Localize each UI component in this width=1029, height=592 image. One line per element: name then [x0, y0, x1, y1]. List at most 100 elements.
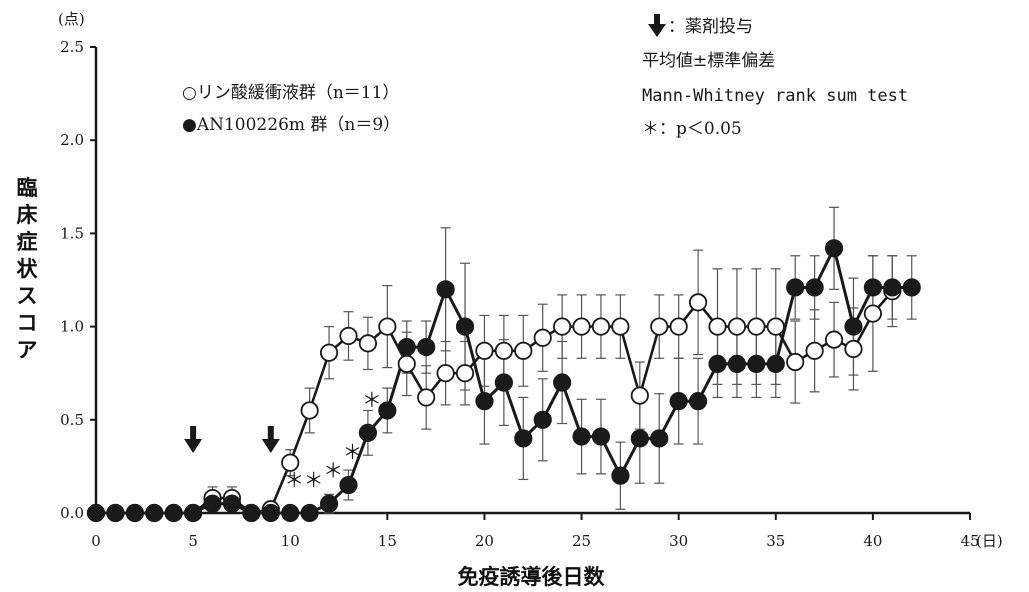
- data-point-open: [766, 317, 785, 336]
- data-point-filled: [591, 427, 611, 446]
- data-point-filled: [747, 354, 766, 373]
- data-point-filled: [261, 503, 280, 523]
- dosing-arrow-icon: [184, 426, 203, 453]
- note-arrow-icon: [648, 14, 666, 37]
- data-point-open: [300, 401, 319, 420]
- data-point-filled: [883, 278, 902, 297]
- data-point-filled: [533, 410, 552, 429]
- data-point-filled: [494, 373, 513, 392]
- data-point-open: [688, 293, 708, 312]
- data-point-open: [397, 354, 416, 373]
- y-tick-label: 1.5: [60, 224, 84, 242]
- data-point-filled: [863, 278, 882, 297]
- data-point-open: [436, 364, 455, 383]
- data-point-filled: [669, 392, 688, 411]
- data-point-open: [786, 352, 805, 372]
- note-significance: ＊：p＜0.05: [642, 119, 742, 139]
- data-point-filled: [708, 354, 727, 373]
- x-axis-title: 免疫誘導後日数: [458, 565, 606, 589]
- y-tick-label: 1.0: [60, 318, 84, 336]
- data-point-open: [708, 317, 727, 336]
- data-point-filled: [650, 429, 669, 448]
- data-point-filled: [203, 494, 222, 513]
- data-point-open: [339, 326, 358, 346]
- data-point-open: [824, 330, 844, 349]
- data-point-open: [494, 341, 513, 360]
- x-tick-label: 10: [281, 532, 300, 550]
- x-tick-label: 0: [91, 532, 101, 550]
- y-tick-label: 0.0: [60, 504, 84, 522]
- legend-entry-filled: ●AN100226m 群（n＝9）: [182, 115, 400, 135]
- data-point-open: [417, 388, 436, 407]
- x-tick-label: 40: [863, 532, 882, 550]
- data-point-filled: [242, 503, 261, 523]
- data-point-open: [727, 317, 747, 336]
- x-tick-label: 35: [766, 532, 785, 550]
- y-unit-label: (点): [58, 10, 85, 28]
- data-point-open: [572, 317, 591, 336]
- data-point-open: [669, 317, 688, 336]
- data-point-filled: [358, 423, 378, 442]
- data-point-open: [553, 317, 572, 336]
- data-point-filled: [86, 503, 106, 523]
- significance-star: ＊: [342, 440, 362, 464]
- data-point-filled: [805, 278, 824, 297]
- data-point-filled: [572, 427, 591, 446]
- data-point-filled: [145, 503, 164, 523]
- note-test-name: Mann-Whitney rank sum test: [642, 86, 908, 106]
- significance-star: ＊: [362, 388, 382, 412]
- data-point-open: [630, 386, 649, 405]
- data-point-filled: [184, 503, 203, 523]
- data-point-filled: [766, 354, 785, 373]
- note-mean-sd: 平均値±標準偏差: [642, 51, 775, 71]
- x-axis-ticks: 0 5 10 15 20 25 30 35 40 45: [91, 513, 980, 550]
- data-point-filled: [417, 338, 436, 357]
- x-tick-label: 30: [669, 532, 688, 550]
- data-point-filled: [222, 494, 242, 513]
- x-tick-label: 45: [960, 532, 979, 550]
- dosing-arrows: [184, 426, 280, 453]
- dosing-arrow-icon: [261, 426, 280, 453]
- note-dosing: ：薬剤投与: [668, 17, 753, 37]
- significance-star: ＊: [284, 468, 304, 492]
- data-point-filled: [553, 373, 572, 392]
- data-point-open: [378, 317, 397, 336]
- data-point-open: [281, 453, 300, 472]
- data-point-open: [455, 364, 475, 383]
- data-point-open: [611, 317, 630, 336]
- x-unit-label: (日): [976, 532, 1003, 550]
- data-point-filled: [378, 401, 397, 420]
- data-point-open: [319, 343, 339, 362]
- data-point-filled: [281, 503, 300, 523]
- data-point-filled: [397, 338, 416, 357]
- y-tick-label: 2.5: [60, 38, 84, 56]
- data-point-open: [805, 341, 824, 360]
- significance-star: ＊: [323, 459, 343, 483]
- data-point-filled: [164, 503, 183, 523]
- data-point-filled: [844, 317, 863, 336]
- y-tick-label: 2.0: [60, 131, 84, 149]
- data-point-open: [863, 304, 882, 323]
- significance-star: ＊: [304, 468, 324, 492]
- data-point-filled: [319, 494, 339, 513]
- data-point-open: [747, 317, 766, 336]
- data-point-open: [358, 334, 378, 353]
- data-point-filled: [514, 429, 533, 448]
- data-point-filled: [339, 475, 358, 495]
- data-point-open: [475, 341, 494, 360]
- data-point-filled: [824, 239, 844, 258]
- data-point-filled: [475, 392, 494, 411]
- data-point-open: [533, 328, 552, 347]
- data-point-filled: [688, 392, 708, 411]
- data-point-filled: [630, 429, 649, 448]
- y-axis-ticks: 0.0 0.5 1.0 1.5 2.0 2.5: [60, 38, 96, 522]
- data-point-filled: [455, 317, 475, 336]
- x-tick-label: 20: [475, 532, 494, 550]
- significance-marks: ＊＊＊＊＊: [284, 388, 382, 492]
- y-tick-label: 0.5: [60, 411, 84, 429]
- data-point-filled: [106, 503, 125, 523]
- data-point-open: [650, 317, 669, 336]
- legend-entry-open: ○リン酸緩衝液群（n＝11）: [182, 83, 399, 103]
- data-point-filled: [125, 503, 144, 523]
